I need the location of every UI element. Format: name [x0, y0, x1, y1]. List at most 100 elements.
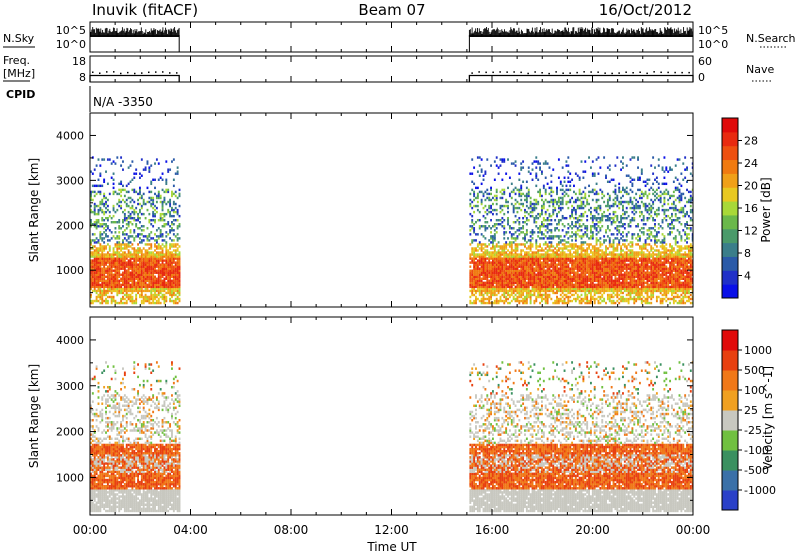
power-echo-cell	[499, 247, 502, 250]
power-echo-cell	[127, 259, 130, 262]
power-echo-cell	[99, 277, 102, 281]
power-echo-cell	[597, 231, 600, 234]
power-echo-cell	[476, 287, 479, 291]
date-title: 16/Oct/2012	[599, 1, 692, 19]
power-echo-cell	[110, 297, 113, 301]
power-echo-cell	[133, 249, 136, 252]
power-echo-cell	[557, 218, 560, 222]
power-echo-cell	[589, 279, 592, 283]
power-echo-cell	[557, 267, 560, 270]
power-echo-cell	[129, 214, 132, 218]
power-echo-cell	[510, 277, 513, 281]
power-echo-cell	[486, 271, 489, 274]
power-echo-cell	[595, 297, 598, 301]
power-echo-cell	[557, 281, 560, 285]
power-echo-cell	[142, 271, 145, 274]
power-echo-cell	[484, 249, 487, 252]
power-echo-cell	[516, 255, 519, 258]
power-echo-cell	[165, 273, 168, 276]
power-echo-cell	[497, 281, 500, 285]
power-echo-cell	[471, 227, 474, 230]
power-echo-cell	[516, 285, 519, 289]
power-echo-cell	[554, 263, 557, 266]
power-echo-cell	[144, 269, 147, 272]
power-echo-cell	[501, 253, 504, 256]
power-echo-cell	[614, 237, 617, 240]
power-echo-cell	[97, 241, 100, 244]
power-echo-cell	[578, 225, 581, 228]
power-echo-cell	[535, 289, 538, 293]
power-echo-cell	[172, 281, 175, 285]
power-echo-cell	[563, 275, 566, 278]
power-echo-cell	[123, 273, 126, 276]
power-echo-cell	[105, 202, 107, 206]
power-echo-cell	[539, 283, 541, 287]
power-echo-cell	[505, 259, 508, 262]
power-echo-cell	[520, 295, 523, 299]
power-echo-cell	[167, 233, 170, 236]
nave-point	[625, 71, 627, 73]
power-echo-cell	[567, 156, 570, 159]
power-echo-cell	[176, 279, 179, 283]
power-echo-cell	[150, 277, 153, 281]
power-echo-cell	[91, 239, 94, 242]
power-echo-cell	[544, 212, 547, 216]
power-echo-cell	[120, 263, 123, 266]
power-echo-cell	[571, 279, 574, 283]
power-echo-cell	[101, 249, 104, 252]
power-echo-cell	[478, 277, 481, 281]
power-echo-cell	[591, 271, 594, 274]
power-echo-cell	[150, 293, 153, 297]
power-echo-cell	[559, 196, 562, 200]
power-echo-cell	[595, 237, 598, 240]
power-echo-cell	[565, 261, 568, 264]
power-echo-cell	[473, 190, 476, 194]
power-echo-cell	[133, 287, 136, 291]
power-echo-cell	[137, 267, 139, 270]
power-echo-cell	[120, 249, 123, 252]
power-echo-cell	[497, 299, 500, 303]
power-echo-cell	[118, 227, 121, 230]
power-echo-cell	[527, 190, 530, 194]
power-echo-cell	[93, 269, 96, 272]
power-echo-cell	[159, 212, 162, 216]
power-echo-cell	[123, 287, 126, 291]
power-echo-cell	[493, 237, 496, 240]
power-echo-cell	[499, 261, 502, 264]
nsky-label: N.Sky	[3, 32, 35, 45]
power-echo-cell	[518, 263, 521, 266]
power-echo-cell	[486, 253, 489, 256]
power-echo-cell	[106, 279, 109, 283]
power-echo-cell	[146, 267, 149, 270]
power-echo-cell	[531, 269, 534, 272]
power-echo-cell	[565, 281, 568, 285]
power-echo-cell	[516, 281, 519, 285]
power-echo-cell	[167, 188, 170, 192]
power-echo-cell	[593, 223, 596, 226]
power-echo-cell	[150, 273, 153, 276]
power-echo-cell	[110, 255, 113, 258]
power-echo-cell	[595, 257, 598, 260]
power-echo-cell	[178, 289, 181, 293]
power-echo-cell	[524, 235, 526, 238]
power-echo-cell	[518, 227, 521, 230]
power-echo-cell	[608, 271, 611, 274]
power-echo-cell	[571, 239, 574, 242]
power-echo-cell	[475, 261, 477, 264]
power-echo-cell	[597, 291, 600, 295]
power-echo-cell	[93, 277, 96, 281]
power-echo-cell	[167, 190, 170, 194]
power-echo-cell	[614, 273, 617, 276]
power-echo-cell	[574, 279, 577, 283]
power-echo-cell	[103, 271, 106, 274]
power-echo-cell	[174, 202, 177, 206]
power-echo-cell	[537, 269, 540, 272]
power-echo-cell	[105, 279, 107, 283]
power-echo-cell	[554, 259, 557, 262]
power-echo-cell	[161, 265, 164, 268]
power-echo-cell	[178, 259, 181, 262]
power-echo-cell	[133, 218, 136, 222]
power-echo-cell	[482, 295, 485, 299]
power-echo-cell	[125, 202, 128, 206]
power-echo-cell	[155, 289, 158, 293]
